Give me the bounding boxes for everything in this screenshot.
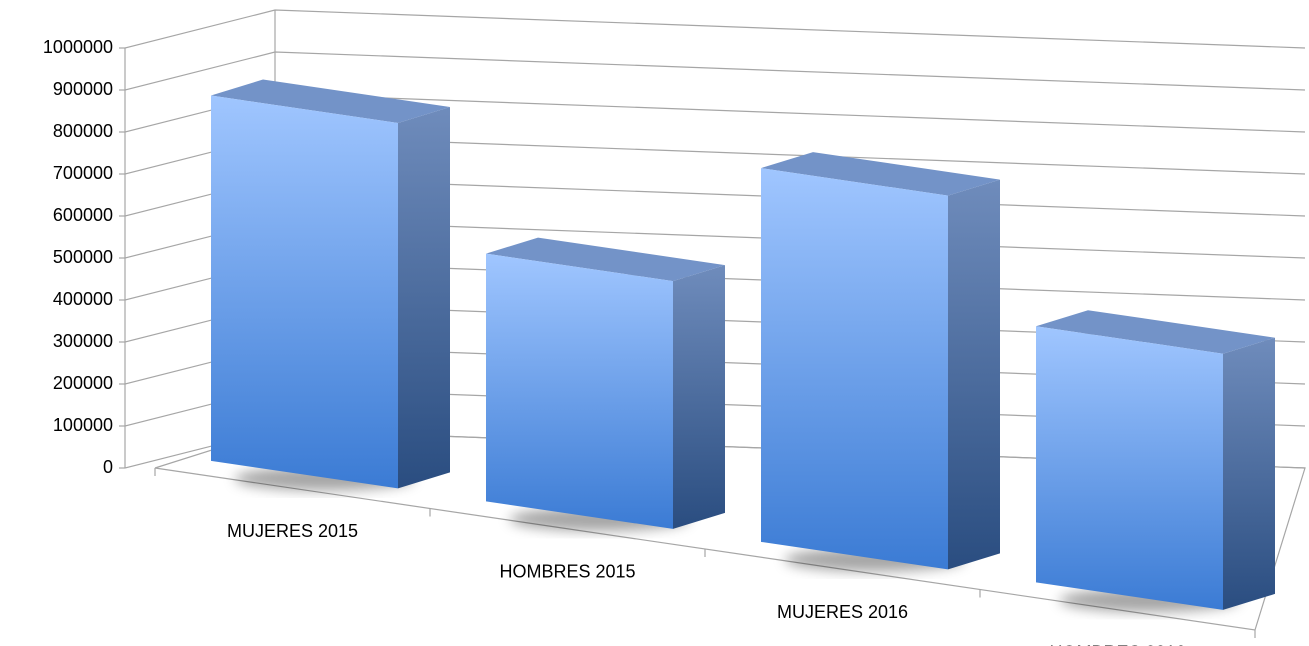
bar-top xyxy=(211,79,450,123)
y-tick-label: 700000 xyxy=(53,163,113,183)
bar-side xyxy=(398,107,450,489)
x-tick-label: HOMBRES 2015 xyxy=(499,562,635,582)
x-tick-label: HOMBRES 2016 xyxy=(1049,643,1185,646)
bar xyxy=(1036,310,1275,613)
y-tick-label: 800000 xyxy=(53,121,113,141)
y-tick-label: 400000 xyxy=(53,289,113,309)
bar-side xyxy=(1223,337,1275,610)
bar xyxy=(211,79,450,491)
bar xyxy=(486,237,725,532)
bar-side xyxy=(673,265,725,529)
y-tick-label: 500000 xyxy=(53,247,113,267)
y-tick-label: 900000 xyxy=(53,79,113,99)
y-tick-label: 200000 xyxy=(53,373,113,393)
bar-front xyxy=(1036,326,1223,610)
x-tick-label: MUJERES 2016 xyxy=(777,602,908,622)
y-tick-label: 600000 xyxy=(53,205,113,225)
y-tick-label: 1000000 xyxy=(43,37,113,57)
bar-top xyxy=(761,152,1000,196)
grid-line xyxy=(124,9,1306,49)
bar-front xyxy=(486,253,673,529)
bar xyxy=(761,152,1000,572)
bar-top xyxy=(486,237,725,282)
y-tick-label: 100000 xyxy=(53,415,113,435)
bar-side xyxy=(948,179,1000,570)
bar-front xyxy=(211,95,398,489)
bar-front xyxy=(761,168,948,570)
bar-top xyxy=(1036,310,1275,354)
x-tick-label: MUJERES 2015 xyxy=(227,521,358,541)
y-tick-label: 300000 xyxy=(53,331,113,351)
y-tick-label: 0 xyxy=(103,457,113,477)
grid-line xyxy=(124,51,1306,91)
